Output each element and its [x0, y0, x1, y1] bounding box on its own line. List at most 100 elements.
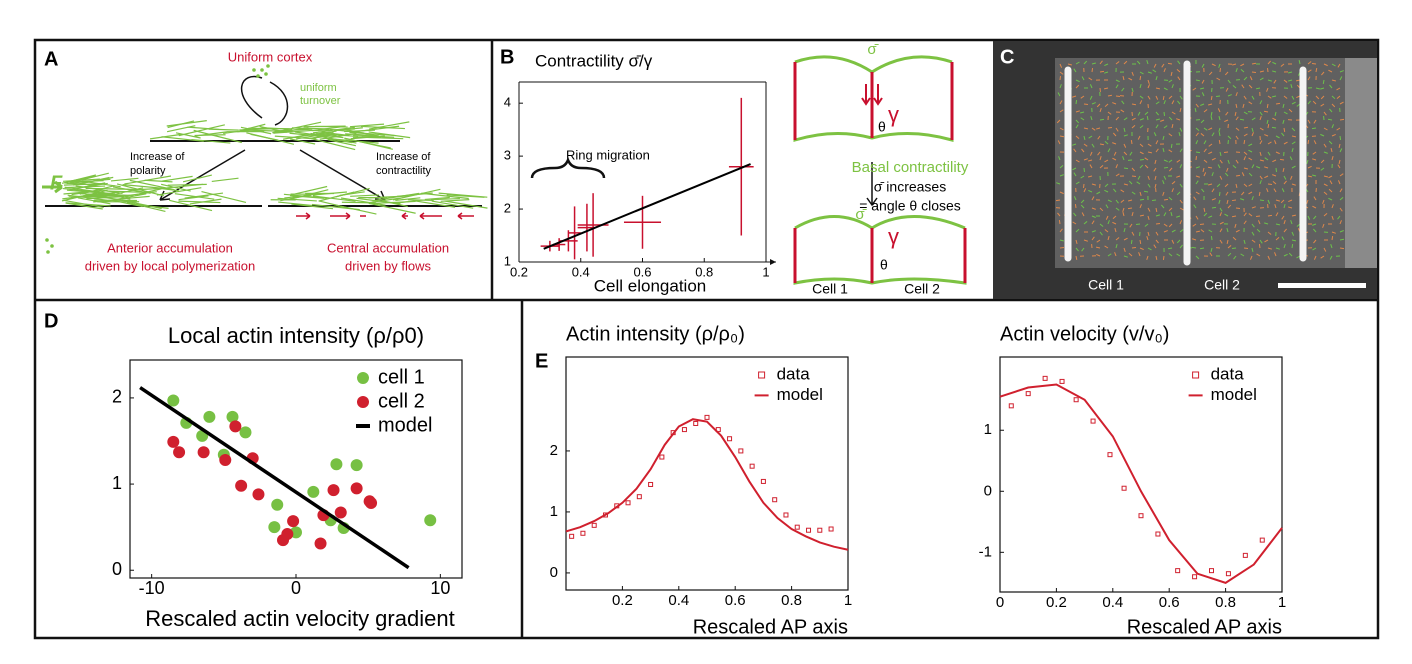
flow-vector — [1059, 191, 1064, 195]
flow-vector — [1281, 132, 1285, 137]
actin-fiber — [311, 203, 360, 211]
actin-fiber — [201, 190, 247, 204]
flow-vector — [1144, 223, 1149, 227]
flow-vector — [1203, 159, 1208, 163]
flow-vector — [1280, 63, 1285, 67]
flow-vector — [1339, 173, 1344, 177]
point — [203, 410, 216, 423]
line-series — [139, 386, 410, 570]
sigma-label: σ̄ — [867, 41, 878, 58]
diagram-text: Increase of — [130, 151, 185, 163]
flow-vector — [1163, 100, 1166, 105]
chart: 0.2 0.4 0.6 0.8 1 0 1 2 Actin intensity (ρ/ρ₀) Re… — [550, 323, 853, 638]
flow-vector — [1096, 127, 1101, 130]
flow-vector — [1131, 191, 1136, 195]
flow-vector — [1199, 87, 1205, 90]
flow-vector — [1195, 230, 1201, 233]
point — [749, 463, 755, 469]
flow-vector — [1331, 133, 1336, 137]
flow-vector — [1178, 132, 1181, 137]
flow-vector — [1167, 62, 1173, 65]
flow-vector — [1115, 244, 1118, 249]
flow-vector — [1259, 151, 1262, 156]
point — [681, 427, 687, 433]
flow-vector — [1218, 191, 1221, 197]
x-tick-label: 0.6 — [1159, 594, 1180, 611]
flow-vector — [1083, 221, 1088, 225]
flow-vector — [1337, 180, 1341, 185]
flow-vector — [1248, 101, 1253, 105]
actin-fiber — [318, 200, 348, 209]
flow-vector — [1337, 63, 1341, 68]
flow-vector — [1139, 214, 1145, 217]
point — [268, 521, 281, 534]
legend-label: data — [777, 364, 811, 383]
flow-vector — [1331, 215, 1334, 220]
diagram-text: uniform — [300, 82, 337, 94]
flow-vector — [1143, 190, 1149, 193]
x-tick-label: 0.8 — [781, 592, 802, 609]
flow-vector — [1331, 95, 1336, 100]
flow-vector — [1168, 223, 1173, 228]
flow-vector — [1291, 239, 1297, 242]
actin-fiber — [431, 200, 474, 209]
y-tick-label: 3 — [504, 148, 511, 163]
flow-vector — [1240, 253, 1245, 257]
flow-vector — [1272, 61, 1277, 65]
cell-label: Cell 1 — [812, 281, 848, 297]
flow-vector — [1112, 221, 1117, 225]
flow-vector — [1161, 63, 1165, 68]
actin-fiber — [327, 139, 356, 147]
flow-vector — [1059, 135, 1065, 138]
flow-vector — [1171, 111, 1176, 115]
y-tick-label: 0 — [112, 559, 122, 579]
flow-vector — [1176, 175, 1181, 178]
flow-vector — [1264, 157, 1269, 161]
actin-fiber — [112, 186, 151, 194]
flow-vector — [1248, 157, 1253, 161]
actin-fiber — [178, 200, 221, 204]
flow-vector — [1339, 247, 1345, 250]
flow-vector — [1224, 172, 1229, 177]
flow-vector — [1218, 116, 1221, 121]
flow-vector — [1154, 175, 1157, 180]
flow-vector — [1195, 132, 1199, 137]
flow-vector — [1201, 79, 1205, 84]
flow-vector — [1320, 133, 1325, 137]
flow-vector — [1163, 159, 1168, 162]
flow-vector — [1241, 191, 1245, 196]
flow-vector — [1114, 228, 1117, 233]
x-tick-label: -10 — [139, 578, 165, 598]
actin-fiber — [240, 126, 272, 135]
flow-vector — [1171, 84, 1174, 89]
panel-label: B — [500, 46, 514, 68]
flow-vector — [1176, 239, 1181, 244]
brace — [530, 156, 606, 179]
outer-frame — [33, 38, 1380, 640]
x-tick-label: 0.4 — [668, 592, 689, 609]
flow-vector — [1147, 143, 1152, 147]
flow-vector — [1287, 71, 1293, 74]
flow-vector — [1192, 223, 1197, 227]
flow-vector — [1131, 167, 1136, 172]
flow-vector — [1195, 127, 1200, 131]
flow-vector — [1235, 174, 1241, 177]
flow-vector — [1232, 63, 1237, 66]
flow-vector — [1295, 79, 1301, 82]
actin-fiber — [291, 127, 330, 130]
flow-vector — [1282, 103, 1285, 108]
legend-label: cell 2 — [378, 390, 425, 412]
flow-vector — [1083, 143, 1088, 147]
flow-vector — [1274, 140, 1277, 145]
flow-vector — [1083, 127, 1089, 130]
flow-vector — [1177, 76, 1181, 81]
plot-frame — [565, 356, 849, 591]
flow-vector — [1139, 100, 1143, 105]
flow-vector — [1112, 157, 1117, 161]
flow-vector — [1330, 147, 1333, 153]
flow-vector — [1128, 199, 1133, 202]
flow-vector — [1313, 239, 1317, 244]
flow-vector — [1274, 204, 1277, 209]
actin-fiber — [124, 175, 172, 185]
flow-vector — [1169, 167, 1173, 172]
